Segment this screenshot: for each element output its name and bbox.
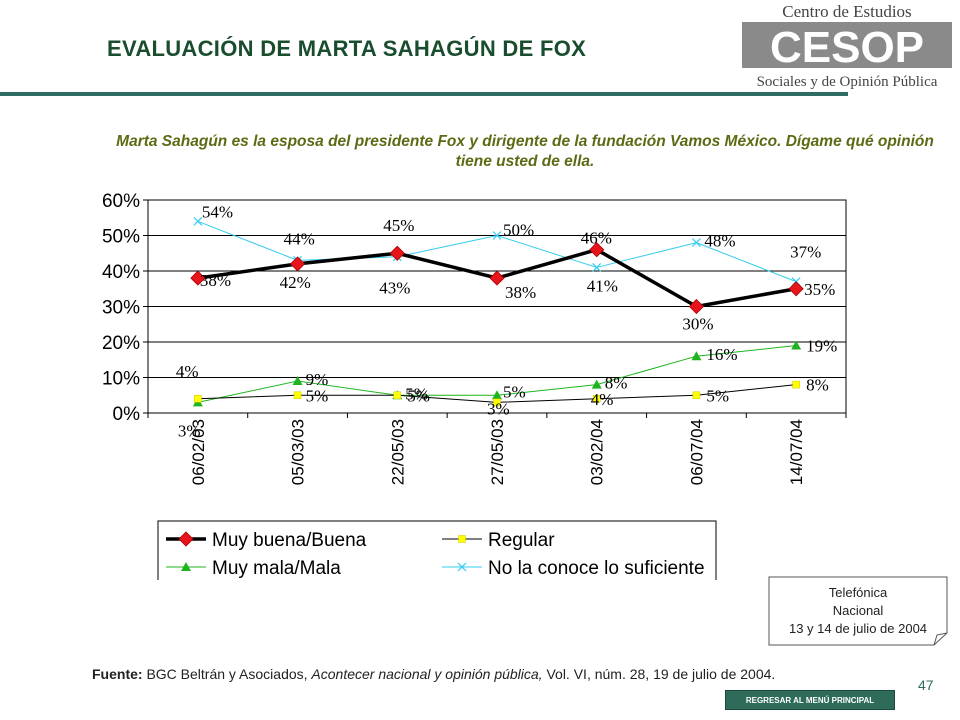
data-point-muy-mala (591, 379, 602, 389)
callout-line2: Nacional (832, 603, 884, 618)
data-point-muy-buena (389, 245, 405, 261)
data-label: 19% (806, 337, 837, 356)
data-label: 3% (178, 421, 201, 440)
data-point-regular (592, 395, 601, 403)
y-tick-label: 10% (102, 369, 140, 390)
data-label: 48% (704, 232, 735, 251)
source-details: Vol. VI, núm. 28, 19 de julio de 2004. (546, 666, 776, 682)
marker-stroke (457, 562, 467, 572)
y-tick-label: 40% (102, 262, 140, 283)
page-number: 47 (918, 677, 934, 693)
x-tick-label: 06/02/03 (189, 419, 208, 485)
legend-label: Muy buena/Buena (212, 530, 367, 551)
x-tick-label: 14/07/04 (787, 419, 806, 485)
marker-stroke (193, 216, 203, 226)
data-point-no-conoce (592, 263, 602, 272)
x-tick-label: 03/02/04 (588, 419, 607, 485)
data-label: 37% (790, 243, 821, 262)
y-tick-label: 30% (102, 298, 140, 319)
source-label: Fuente: (92, 666, 143, 682)
data-point-regular (692, 391, 701, 399)
data-label: 46% (581, 228, 612, 247)
data-label: 5% (306, 386, 329, 405)
x-tick-label: 06/07/04 (687, 419, 706, 485)
data-point-regular (194, 395, 202, 403)
data-point-muy-buena (290, 256, 306, 272)
data-point-no-conoce (692, 238, 701, 248)
data-point-muy-buena (589, 242, 605, 258)
legend-label: Muy mala/Mala (212, 558, 341, 579)
data-label: 8% (806, 376, 829, 395)
data-point-muy-buena (190, 270, 206, 286)
logo-line2: Sociales y de Opinión Pública (757, 74, 938, 90)
marker-stroke (592, 263, 602, 272)
data-point-no-conoce (457, 562, 467, 572)
data-label: 44% (284, 229, 315, 248)
data-label: 42% (280, 273, 311, 292)
data-label: 38% (505, 283, 536, 302)
x-tick-label: 22/05/03 (388, 419, 407, 485)
marker-stroke (692, 238, 701, 248)
data-label: 4% (591, 390, 614, 409)
back-to-menu-button[interactable]: REGRESAR AL MENÚ PRINCIPAL (725, 690, 895, 710)
data-point-muy-mala (292, 376, 303, 386)
logo-line1: Centro de Estudios (782, 2, 911, 21)
logo-acronym: CESOP (770, 23, 924, 72)
y-tick-label: 60% (102, 191, 140, 212)
data-point-muy-buena (688, 298, 704, 315)
y-tick-label: 0% (113, 404, 141, 425)
data-label: 5% (503, 382, 526, 401)
data-point-muy-mala (492, 390, 502, 400)
y-tick-label: 50% (102, 227, 140, 248)
callout-line3: 13 y 14 de julio de 2004 (788, 621, 928, 636)
survey-question: Marta Sahagún es la esposa del president… (116, 133, 934, 170)
data-point-no-conoce (492, 231, 502, 240)
data-label: 16% (706, 345, 737, 364)
data-label: 5% (706, 386, 729, 405)
line-chart: 0% 10% 20% 30% 40% 50% 60% 06/02/03 05/03/03 22/0… (102, 191, 847, 580)
data-label: 41% (587, 277, 618, 296)
data-label: 50% (503, 221, 534, 240)
source-note: Fuente: BGC Beltrán y Asociados, Acontec… (92, 666, 775, 682)
legend-box (157, 520, 717, 580)
data-point-muy-mala (691, 351, 702, 361)
callout-text: Telefónica Nacional 13 y 14 de julio de … (768, 584, 948, 638)
data-point-muy-buena (788, 281, 804, 297)
y-tick-label: 20% (102, 333, 140, 354)
data-point-no-conoce (193, 216, 203, 226)
data-point-regular (393, 391, 402, 399)
data-label: 3% (487, 399, 510, 418)
data-point-muy-mala (791, 340, 802, 350)
source-publication: Acontecer nacional y opinión pública, (311, 666, 543, 682)
data-label: 5% (405, 384, 428, 403)
data-label: 4% (176, 362, 199, 381)
marker-stroke (492, 231, 502, 240)
x-tick-label: 05/03/03 (289, 419, 308, 485)
data-label: 54% (202, 202, 233, 221)
cesop-logo: Centro de Estudios CESOP Sociales y de O… (742, 2, 952, 90)
data-point-muy-buena (178, 531, 194, 547)
legend-label: No la conoce lo suficiente (488, 558, 705, 579)
data-point-muy-mala (181, 562, 191, 571)
data-label: 30% (682, 315, 713, 334)
slide-title: EVALUACIÓN DE MARTA SAHAGÚN DE FOX (107, 36, 587, 61)
data-point-muy-buena (489, 270, 505, 286)
title-underline (0, 92, 848, 96)
source-org: BGC Beltrán y Asociados, (146, 666, 308, 682)
data-label: 45% (383, 216, 414, 235)
data-label: 5% (407, 386, 430, 405)
x-tick-label: 27/05/03 (488, 419, 507, 485)
data-label: 9% (306, 370, 329, 389)
legend-label: Regular (488, 530, 555, 551)
data-label: 8% (605, 374, 628, 393)
data-point-regular (458, 535, 466, 543)
data-point-regular (293, 391, 302, 399)
data-label: 38% (200, 271, 231, 290)
callout-box (768, 576, 948, 646)
data-label: 43% (379, 278, 410, 297)
callout-line1: Telefónica (828, 585, 888, 600)
data-point-regular (493, 398, 501, 407)
data-label: 35% (804, 280, 835, 299)
data-point-regular (792, 380, 800, 389)
